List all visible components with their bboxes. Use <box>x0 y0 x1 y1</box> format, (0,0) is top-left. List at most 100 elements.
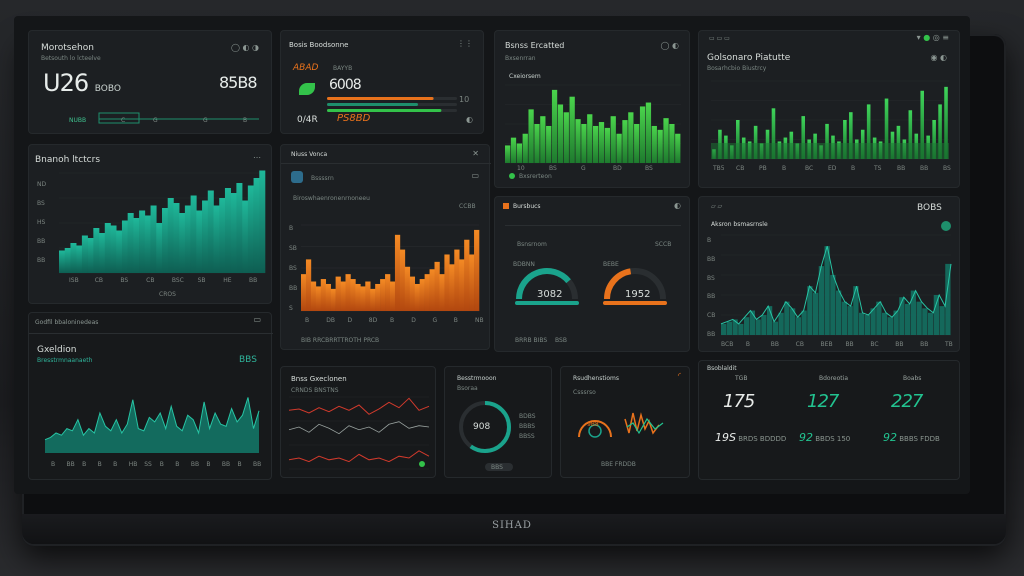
spikes-tick: B <box>237 461 242 468</box>
teal-area-panel[interactable]: Bnanoh ltctcrs ⋯ ND BS HS BB BB ISB CB BS CB BSC… <box>28 144 272 304</box>
gauges-panel[interactable]: Bursbucs ◐ Bsnsrnom SCCB BDBNN BEBE 3082… <box>494 196 690 352</box>
plateau-settings-icon[interactable]: ◉ ◐ <box>930 53 947 62</box>
progress-settings-icon[interactable]: ◐ <box>466 115 473 124</box>
green-bar <box>604 127 610 163</box>
kpi-subvalue-caption: BRDS BDDDD <box>735 435 787 443</box>
spikes-tick: HB <box>128 461 138 468</box>
green-bar <box>645 102 652 163</box>
overview-panel[interactable]: Morotsehon Betsouth lo lcteelve ◯ ◐ ◑ U2… <box>28 30 272 134</box>
teal-area-bar <box>190 195 197 273</box>
gauges-menu-icon[interactable]: ◐ <box>674 201 681 210</box>
plateau-bar <box>920 90 925 159</box>
plateau-bar <box>825 123 829 159</box>
half-circle-icon[interactable]: ◐ <box>242 43 250 52</box>
teal-lines-bar <box>910 290 916 335</box>
kpi-panel[interactable]: Bsoblaldit TGB 175 19S BRDS BDDDD Bdoreotia… <box>698 360 960 480</box>
plateau-bar <box>866 104 871 159</box>
plateau-bar <box>735 120 740 159</box>
teal-lines-bar <box>721 323 727 335</box>
green-bars-panel[interactable]: Bsnss Ercatted Bxsenrran ◯ ◐ Cxeiorsem 1… <box>494 30 690 188</box>
overview-action-icons[interactable]: ◯ ◐ ◑ <box>231 43 259 52</box>
spikes-panel[interactable]: Godfil bbaloninedeas ▭ Gxeldion Bresstrm… <box>28 312 273 480</box>
teal-area-bar <box>110 225 117 273</box>
donut-panel[interactable]: Besstrmooon Bsoraa 908 BDBS BBBS BBSS BB… <box>444 366 552 478</box>
teal-area-tick: BB <box>249 277 258 284</box>
plateau-tick: BB <box>897 165 906 172</box>
orange-divider <box>281 163 491 164</box>
plateau-window-icons[interactable]: ▭ ▭ ▭ <box>709 35 730 42</box>
progress-menu-icon[interactable]: ⋮⋮ <box>457 39 473 48</box>
teal-lines-bar <box>755 319 761 335</box>
teal-area-bar <box>70 243 77 273</box>
dashboard-screen: Morotsehon Betsouth lo lcteelve ◯ ◐ ◑ U2… <box>14 16 970 494</box>
green-bars-legend-dot <box>509 173 515 179</box>
orange-bar <box>320 279 327 311</box>
donut-footer-badge <box>485 463 513 471</box>
teal-area-bar <box>59 250 66 273</box>
teal-lines-bar <box>933 295 939 335</box>
plateau-tick: B <box>782 165 787 172</box>
teal-area-bar <box>196 210 203 273</box>
green-bars-subtitle: Bxsenrran <box>505 55 536 62</box>
plateau-panel[interactable]: ▭ ▭ ▭ ▾ ● ◎ ≡ Golsonaro Piatutte Bosarhc… <box>698 30 960 188</box>
spikes-tick: B <box>97 461 102 468</box>
orange-panel[interactable]: Niuss Vonca ✕ Bssssrn ▭ Biroswhaenronenr… <box>280 144 491 350</box>
teal-lines-bar <box>887 317 893 335</box>
plateau-tick: TB5 <box>713 165 725 172</box>
green-bar <box>598 122 605 163</box>
spikes-tick: B <box>113 461 118 468</box>
settings-icon[interactable]: ◑ <box>252 43 259 52</box>
orange-bar <box>439 274 445 311</box>
green-bar <box>551 89 558 163</box>
green-bar <box>657 129 663 163</box>
redline-panel[interactable]: Bnss Gxeclonen CRNDS BNSTNS <box>280 366 436 478</box>
orange-expand-icon[interactable]: ▭ <box>471 171 479 180</box>
teal-lines-tick: TB <box>945 341 953 348</box>
plateau-bar <box>753 125 758 159</box>
gauge1-fill <box>516 268 571 300</box>
teal-lines-bar <box>882 312 888 335</box>
green-bars-series-label: Cxeiorsem <box>509 73 541 80</box>
teal-lines-panel[interactable]: ▱ ▱ BOBS Aksron bsmasrnsle B BB BS BB CB BB B… <box>698 196 960 352</box>
teal-lines-bar <box>778 312 784 335</box>
orange-bar <box>325 283 331 311</box>
kpi-subvalue: 92 BBDS 150 <box>799 431 850 444</box>
orange-ytick: SB <box>289 245 297 252</box>
teal-area-bar <box>76 245 83 273</box>
teal-area-menu-icon[interactable]: ⋯ <box>253 153 261 162</box>
orange-bar <box>434 261 440 311</box>
spikes-chart <box>44 397 260 453</box>
mini-pin-icon[interactable]: ◜ <box>677 371 681 380</box>
kpi-subvalue-number: 92 <box>799 431 813 444</box>
orange-close-icon[interactable]: ✕ <box>472 149 479 158</box>
teal-lines-bar <box>824 246 830 335</box>
plateau-status-icons[interactable]: ▾ ● ◎ ≡ <box>916 33 949 42</box>
teal-area-tick: CB <box>94 277 104 284</box>
plateau-bar <box>771 108 776 159</box>
green-bar <box>563 112 569 163</box>
donut-chart <box>459 401 511 453</box>
teal-lines-bar <box>876 301 882 335</box>
progress-panel[interactable]: Bosis Boodsonne ⋮⋮ ABAD BAYYB 6008 10 0/… <box>280 30 484 134</box>
plateau-bar <box>908 110 913 159</box>
teal-area-tick: BS <box>120 277 129 284</box>
gauges-flag-icon <box>503 203 509 209</box>
gauge2-caption: BEBE <box>603 261 619 268</box>
orange-bar <box>375 283 381 311</box>
teal-area-bar <box>230 193 237 273</box>
orange-tick: DB <box>326 317 335 324</box>
teal-area-bar <box>179 213 186 273</box>
green-bars-icons[interactable]: ◯ ◐ <box>660 41 679 50</box>
orange-bar <box>385 274 391 311</box>
green-bar <box>516 143 522 163</box>
redline-series-red <box>288 397 430 415</box>
clock-icon[interactable]: ◯ <box>230 43 240 52</box>
orange-ytick: B <box>289 225 294 232</box>
orange-bar <box>301 274 307 311</box>
spikes-tick: BB <box>190 461 200 468</box>
plateau-tick: PB <box>759 165 767 172</box>
orange-title: Niuss Vonca <box>291 151 328 158</box>
spikes-menu-icon[interactable]: ▭ <box>253 315 261 324</box>
gauge2-fill <box>604 268 632 300</box>
mini-panel[interactable]: Rsudhenstioms ◜ Csssrso 9B8 BBE FRDDB <box>560 366 690 478</box>
